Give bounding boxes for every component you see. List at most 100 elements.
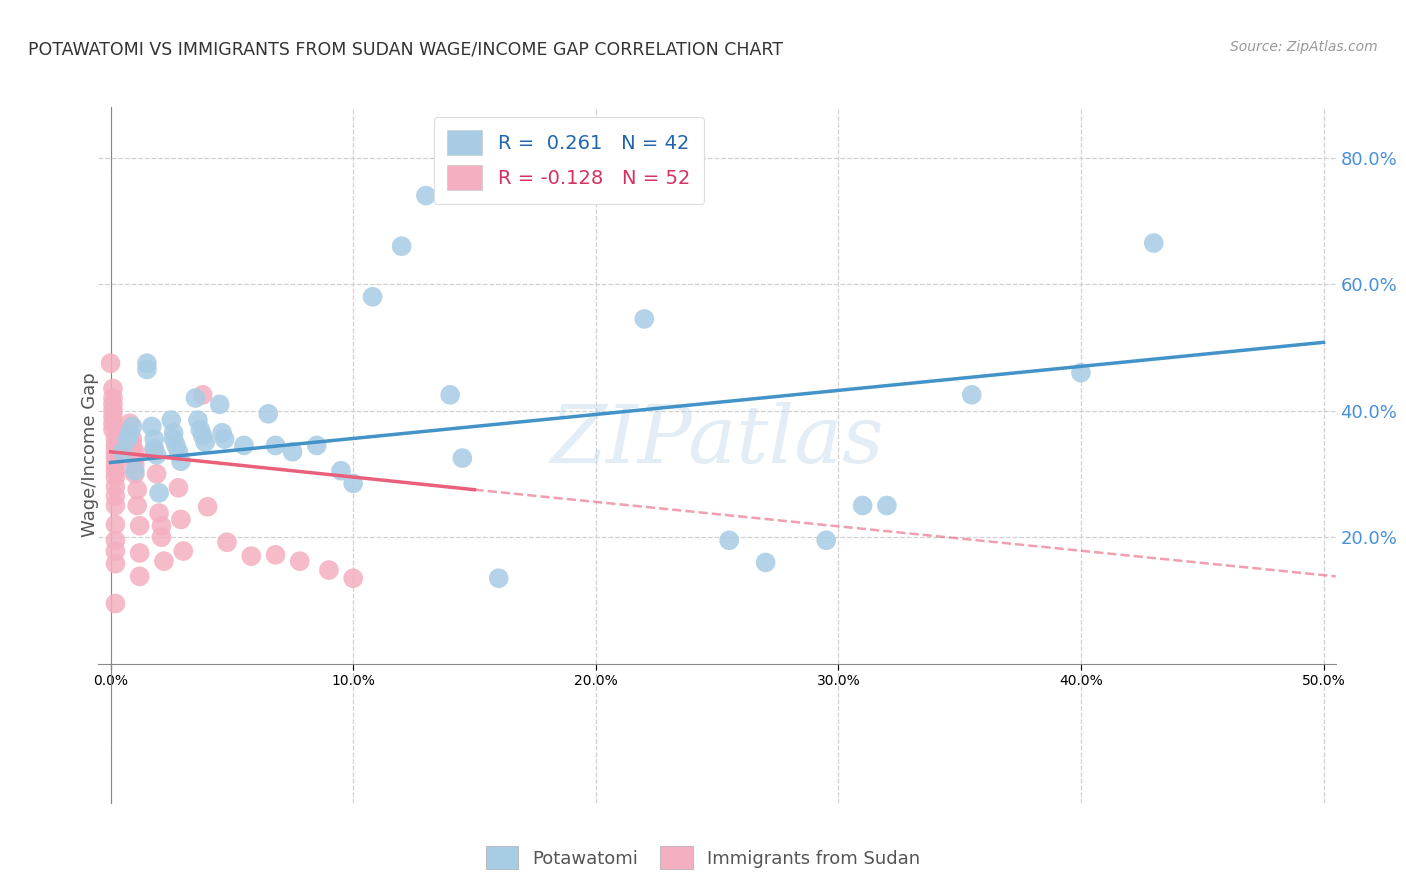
Point	[488, 571, 510, 585]
Point	[876, 499, 898, 513]
Point	[439, 388, 461, 402]
Text: ZIPatlas: ZIPatlas	[550, 402, 884, 480]
Point	[330, 464, 353, 478]
Point	[391, 239, 413, 253]
Point	[342, 571, 364, 585]
Point	[165, 438, 187, 452]
Point	[208, 397, 231, 411]
Point	[160, 413, 183, 427]
Point	[415, 188, 437, 202]
Point	[121, 419, 143, 434]
Point	[960, 388, 983, 402]
Point	[100, 356, 122, 370]
Point	[104, 544, 127, 558]
Point	[187, 413, 209, 427]
Point	[101, 409, 124, 424]
Point	[755, 556, 778, 570]
Point	[141, 419, 163, 434]
Point	[104, 470, 127, 484]
Point	[104, 464, 127, 478]
Point	[167, 444, 190, 458]
Point	[167, 481, 190, 495]
Point	[191, 388, 214, 402]
Point	[318, 563, 340, 577]
Y-axis label: Wage/Income Gap: Wage/Income Gap	[82, 373, 100, 537]
Point	[148, 486, 170, 500]
Point	[121, 438, 143, 452]
Point	[191, 429, 214, 443]
Point	[104, 489, 127, 503]
Point	[101, 397, 124, 411]
Point	[104, 533, 127, 548]
Point	[143, 442, 166, 456]
Point	[104, 597, 127, 611]
Point	[101, 391, 124, 405]
Point	[305, 438, 328, 452]
Legend: R =  0.261   N = 42, R = -0.128   N = 52: R = 0.261 N = 42, R = -0.128 N = 52	[433, 117, 703, 203]
Point	[124, 467, 146, 481]
Point	[104, 432, 127, 446]
Point	[361, 290, 384, 304]
Point	[153, 554, 176, 568]
Point	[815, 533, 838, 548]
Point	[104, 458, 127, 472]
Point	[143, 442, 166, 457]
Point	[257, 407, 280, 421]
Point	[136, 362, 159, 376]
Point	[211, 425, 233, 440]
Point	[104, 479, 127, 493]
Point	[184, 391, 207, 405]
Point	[104, 557, 127, 571]
Point	[145, 467, 167, 481]
Point	[143, 432, 166, 446]
Point	[124, 451, 146, 466]
Point	[852, 499, 875, 513]
Point	[281, 444, 304, 458]
Point	[188, 423, 211, 437]
Point	[264, 438, 287, 452]
Point	[118, 417, 141, 431]
Point	[124, 444, 146, 458]
Point	[215, 535, 238, 549]
Point	[162, 432, 184, 446]
Point	[172, 544, 194, 558]
Point	[150, 530, 173, 544]
Point	[127, 483, 149, 497]
Point	[128, 518, 150, 533]
Point	[104, 451, 127, 466]
Point	[342, 476, 364, 491]
Point	[194, 435, 217, 450]
Point	[117, 432, 139, 446]
Point	[104, 517, 127, 532]
Point	[240, 549, 263, 563]
Point	[121, 432, 143, 446]
Point	[197, 500, 219, 514]
Point	[264, 548, 287, 562]
Point	[101, 403, 124, 417]
Point	[170, 512, 193, 526]
Point	[150, 518, 173, 533]
Point	[148, 506, 170, 520]
Legend: Potawatomi, Immigrants from Sudan: Potawatomi, Immigrants from Sudan	[477, 838, 929, 879]
Point	[124, 464, 146, 478]
Point	[288, 554, 311, 568]
Point	[101, 423, 124, 437]
Point	[124, 458, 146, 472]
Point	[451, 451, 474, 466]
Point	[1070, 366, 1092, 380]
Point	[128, 546, 150, 560]
Point	[136, 356, 159, 370]
Point	[214, 432, 236, 446]
Point	[104, 499, 127, 513]
Point	[128, 569, 150, 583]
Text: Source: ZipAtlas.com: Source: ZipAtlas.com	[1230, 40, 1378, 54]
Point	[233, 438, 256, 452]
Point	[101, 382, 124, 396]
Point	[104, 438, 127, 452]
Point	[101, 417, 124, 431]
Point	[1143, 235, 1166, 250]
Point	[118, 425, 141, 440]
Point	[170, 454, 193, 468]
Text: POTAWATOMI VS IMMIGRANTS FROM SUDAN WAGE/INCOME GAP CORRELATION CHART: POTAWATOMI VS IMMIGRANTS FROM SUDAN WAGE…	[28, 40, 783, 58]
Point	[111, 444, 134, 458]
